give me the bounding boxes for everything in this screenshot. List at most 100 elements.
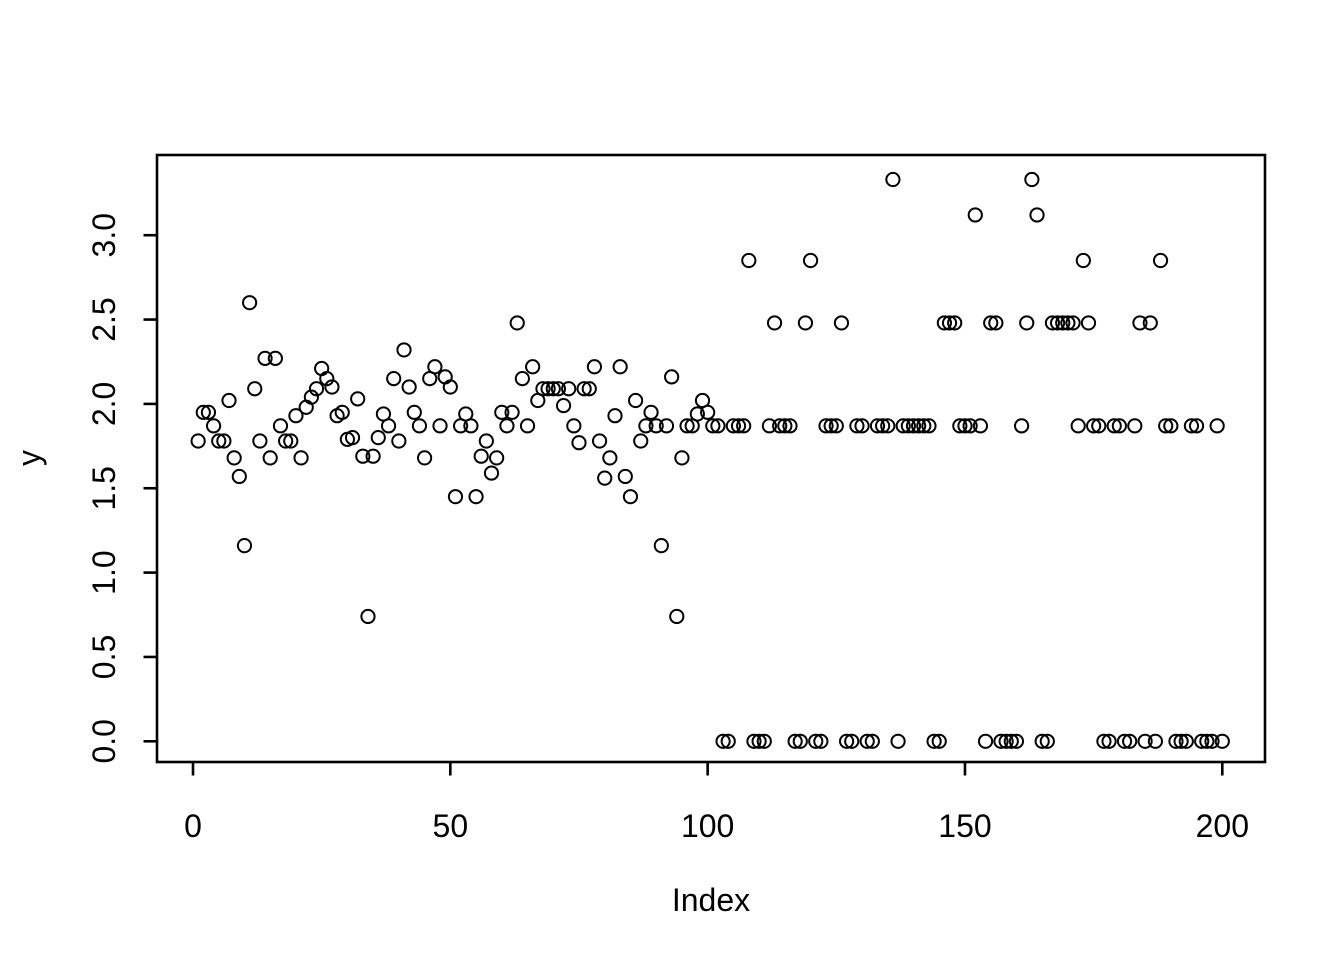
- data-point: [473, 448, 489, 464]
- data-point: [190, 433, 206, 449]
- data-point: [1194, 733, 1210, 749]
- data-point: [1111, 418, 1127, 434]
- data-point: [947, 315, 963, 331]
- data-point: [561, 381, 577, 397]
- x-tick-label: 0: [184, 808, 202, 844]
- data-point: [597, 470, 613, 486]
- data-point: [720, 733, 736, 749]
- data-point: [1163, 418, 1179, 434]
- y-tick-label: 2.5: [86, 297, 122, 341]
- data-point: [591, 433, 608, 449]
- data-point: [1050, 315, 1066, 331]
- data-point: [401, 379, 417, 395]
- data-point: [1116, 733, 1133, 749]
- data-point: [221, 392, 237, 409]
- y-tick-label: 1.0: [86, 550, 122, 594]
- data-point: [839, 733, 855, 749]
- data-point: [514, 370, 530, 387]
- data-point: [1209, 418, 1225, 434]
- data-point: [653, 538, 669, 554]
- data-point: [1152, 252, 1169, 269]
- data-point: [638, 418, 654, 434]
- data-point: [875, 418, 891, 434]
- y-tick-label: 0.0: [86, 719, 122, 763]
- data-point: [622, 489, 639, 505]
- y-tick-label: 2.0: [86, 382, 122, 426]
- data-point: [669, 608, 685, 625]
- data-point: [226, 450, 242, 466]
- data-point: [211, 433, 227, 449]
- data-point: [545, 381, 561, 397]
- x-axis-ticks: 0 50 100 150 200: [184, 762, 1249, 844]
- data-point: [360, 608, 376, 625]
- data-point: [308, 381, 325, 397]
- data-point: [859, 733, 875, 749]
- data-point: [1044, 315, 1061, 331]
- data-point: [252, 433, 268, 449]
- data-point: [550, 381, 567, 397]
- data-point: [278, 433, 294, 449]
- data-point: [880, 418, 896, 434]
- data-point: [504, 404, 520, 420]
- data-point: [1106, 418, 1122, 434]
- data-point: [643, 404, 659, 420]
- plot-box: [155, 153, 1267, 764]
- data-point: [967, 207, 983, 223]
- data-point: [447, 489, 464, 505]
- data-point: [895, 418, 911, 434]
- data-point: [1055, 315, 1071, 331]
- data-point: [700, 404, 716, 420]
- data-point: [483, 465, 500, 481]
- data-point: [823, 418, 839, 434]
- data-point: [1091, 418, 1107, 434]
- data-point: [432, 418, 448, 434]
- data-point: [1013, 418, 1030, 434]
- data-point: [612, 359, 628, 375]
- y-tick-label: 3.0: [86, 213, 122, 257]
- data-point: [844, 733, 860, 749]
- data-point: [1019, 315, 1035, 331]
- data-point: [365, 448, 381, 464]
- data-point: [1127, 418, 1143, 434]
- data-point: [571, 435, 587, 451]
- data-point: [380, 418, 397, 434]
- data-point: [715, 733, 731, 749]
- data-point: [1199, 733, 1215, 749]
- data-point: [576, 381, 592, 397]
- data-point: [931, 733, 947, 749]
- data-point: [766, 315, 783, 331]
- data-point: [787, 733, 803, 749]
- data-point: [854, 418, 870, 434]
- data-point: [205, 418, 222, 434]
- data-point: [236, 538, 253, 554]
- data-point: [463, 418, 479, 434]
- data-point: [725, 418, 741, 434]
- data-point: [334, 404, 350, 420]
- data-point: [386, 370, 402, 387]
- data-point: [689, 406, 705, 422]
- data-point: [1080, 315, 1097, 331]
- data-point: [262, 450, 278, 466]
- data-point: [519, 418, 536, 434]
- data-point: [911, 418, 927, 434]
- data-point: [1075, 252, 1091, 269]
- data-point: [1060, 315, 1076, 331]
- data-point: [1101, 733, 1117, 749]
- data-point: [216, 433, 232, 449]
- data-point: [957, 418, 973, 434]
- data-point: [617, 468, 633, 485]
- data-point: [885, 171, 901, 188]
- data-point: [926, 733, 942, 749]
- data-point: [355, 448, 371, 464]
- data-point: [782, 418, 798, 434]
- data-point: [535, 381, 551, 397]
- data-point: [350, 391, 366, 407]
- data-point: [586, 359, 603, 375]
- data-point: [242, 295, 258, 311]
- data-point: [427, 359, 443, 375]
- data-point: [1008, 733, 1025, 749]
- data-point: [1168, 733, 1184, 749]
